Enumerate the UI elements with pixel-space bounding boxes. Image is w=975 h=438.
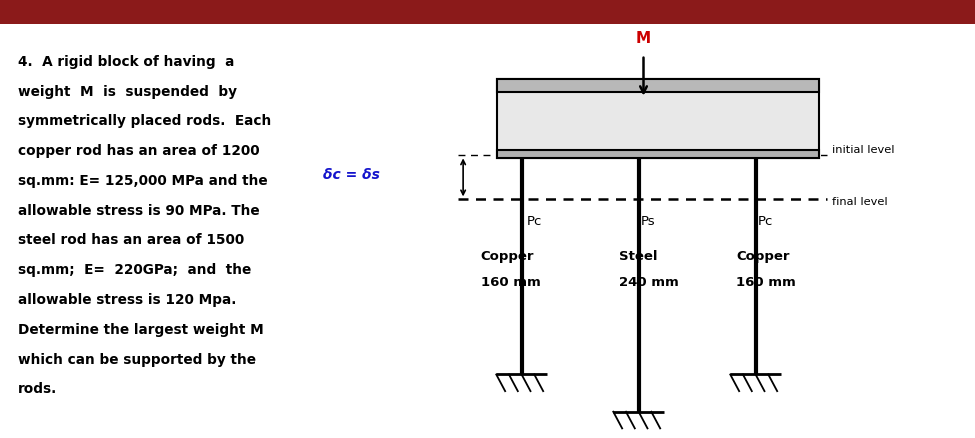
Text: which can be supported by the: which can be supported by the	[18, 353, 255, 367]
Text: weight  M  is  suspended  by: weight M is suspended by	[18, 85, 237, 99]
Text: Determine the largest weight M: Determine the largest weight M	[18, 323, 263, 337]
Text: steel rod has an area of 1500: steel rod has an area of 1500	[18, 233, 244, 247]
Text: copper rod has an area of 1200: copper rod has an area of 1200	[18, 144, 259, 158]
Bar	[497, 79, 819, 158]
Text: 160 mm: 160 mm	[736, 276, 796, 289]
Bar	[497, 79, 819, 92]
Text: 4.  A rigid block of having  a: 4. A rigid block of having a	[18, 55, 234, 69]
Text: symmetrically placed rods.  Each: symmetrically placed rods. Each	[18, 114, 271, 128]
Text: Pc: Pc	[758, 215, 773, 228]
Text: δc = δs: δc = δs	[324, 168, 380, 182]
Text: initial level: initial level	[832, 145, 894, 155]
Bar	[497, 150, 819, 158]
Text: rods.: rods.	[18, 382, 57, 396]
Bar	[0, 0, 975, 24]
Text: M: M	[636, 31, 651, 46]
Text: sq.mm;  E=  220GPa;  and  the: sq.mm; E= 220GPa; and the	[18, 263, 251, 277]
Text: allowable stress is 90 MPa. The: allowable stress is 90 MPa. The	[18, 204, 259, 218]
Text: Pc: Pc	[526, 215, 542, 228]
Text: Steel: Steel	[619, 250, 657, 263]
Text: 240 mm: 240 mm	[619, 276, 679, 289]
Text: Copper: Copper	[736, 250, 790, 263]
Text: allowable stress is 120 Mpa.: allowable stress is 120 Mpa.	[18, 293, 236, 307]
Text: Ps: Ps	[641, 215, 655, 228]
Text: 160 mm: 160 mm	[481, 276, 540, 289]
Text: Copper: Copper	[481, 250, 534, 263]
Text: final level: final level	[832, 198, 887, 207]
Text: sq.mm: E= 125,000 MPa and the: sq.mm: E= 125,000 MPa and the	[18, 174, 267, 188]
